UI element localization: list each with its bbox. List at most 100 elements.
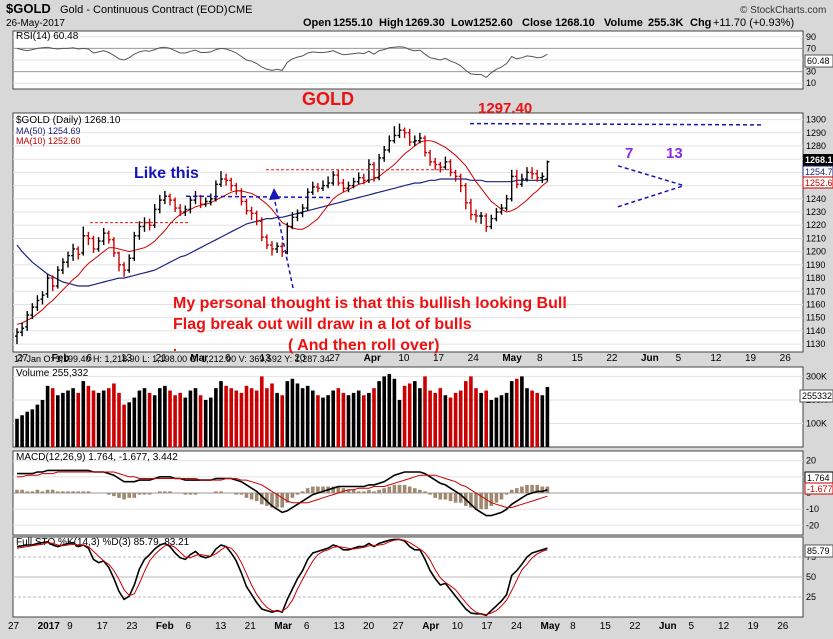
price-bar (290, 212, 295, 230)
macd-tick-label: 20 (806, 456, 816, 466)
volume-bar (387, 374, 392, 447)
x-tick-bottom: Jun (659, 621, 677, 632)
pointer-arrowhead (269, 188, 280, 200)
macd-histogram-bar (392, 484, 397, 493)
volume-bar (474, 388, 478, 447)
volume-bar (540, 395, 545, 447)
macd-badge: 1.764 (804, 471, 833, 484)
volume-bar (316, 395, 320, 447)
volume-bar (249, 388, 254, 447)
x-tick-price: 24 (468, 353, 480, 364)
price-bar (178, 204, 183, 216)
macd-histogram-bar (254, 493, 259, 502)
price-bar (40, 291, 45, 305)
volume-bar (525, 388, 529, 447)
macd-histogram-bar (530, 484, 534, 493)
volume-bar (428, 390, 432, 447)
volume-bar (382, 376, 386, 447)
macd-histogram-bar (132, 493, 137, 498)
volume-bar (489, 399, 494, 447)
volume-bar (193, 388, 198, 447)
macd-histogram-bar (540, 486, 545, 493)
macd-histogram-bar (484, 493, 488, 510)
price-bar (15, 328, 19, 345)
x-tick-bottom: 9 (67, 621, 73, 632)
volume-label: Volume (604, 17, 643, 29)
volume-bar (275, 392, 279, 447)
price-bar (438, 161, 443, 173)
price-tick-label: 1170 (806, 286, 825, 296)
price-bar (203, 197, 208, 207)
volume-bar (443, 395, 448, 447)
macd-histogram-bar (15, 489, 19, 493)
x-tick-price: 27 (329, 353, 341, 364)
high-value: 1269.30 (405, 17, 445, 29)
price-label: $GOLD (Daily) 1268.10 (16, 115, 121, 126)
macd-histogram-bar (433, 493, 437, 498)
x-tick-bottom: Apr (422, 621, 439, 632)
volume-bar (188, 390, 193, 447)
price-tick-label: 1160 (806, 299, 825, 309)
price-bar (310, 181, 315, 195)
flag-line (185, 195, 333, 199)
x-tick-bottom: 17 (97, 621, 109, 632)
x-tick-bottom: 13 (333, 621, 345, 632)
macd-histogram-bar (397, 484, 402, 493)
sto-k-line (16, 538, 548, 617)
volume-bar (407, 383, 412, 447)
macd-histogram-bar (25, 491, 29, 493)
x-tick-bottom: 5 (688, 621, 694, 632)
svg-text:-1.677: -1.677 (807, 484, 833, 494)
volume-bar (20, 415, 24, 447)
price-tick-label: 1300 (806, 115, 826, 125)
price-bar (132, 231, 137, 261)
price-bar (122, 262, 127, 277)
macd-histogram-bar (290, 493, 295, 498)
x-tick-price: Jun (641, 353, 659, 364)
price-bar (377, 153, 382, 181)
volume-bar (433, 392, 437, 447)
macd-histogram-bar (168, 491, 172, 493)
price-bar (300, 204, 305, 218)
price-bar (372, 161, 376, 182)
price-bar (224, 173, 229, 186)
x-tick-bottom: 24 (511, 621, 523, 632)
volume-bar (101, 390, 106, 447)
macd-histogram-bar (423, 491, 427, 493)
macd-histogram-bar (351, 489, 356, 493)
volume-bar (280, 395, 284, 447)
price-bar (494, 208, 499, 222)
macd-histogram-bar (71, 491, 75, 493)
x-tick-price: 5 (676, 353, 682, 364)
macd-histogram-bar (499, 493, 504, 500)
volume-bar (499, 395, 504, 447)
price-bar (101, 227, 106, 246)
x-tick-price: 6 (86, 353, 92, 364)
macd-label: MACD(12,26,9) 1.764, -1.677, 3.442 (16, 452, 178, 463)
price-bar (428, 149, 433, 166)
close-label: Close (522, 17, 552, 29)
x-tick-bottom: Mar (274, 621, 292, 632)
price-bar (407, 128, 412, 147)
macd-histogram-bar (305, 488, 310, 493)
price-bar (111, 237, 116, 257)
volume-bar (40, 399, 45, 447)
price-bar (402, 127, 407, 139)
macd-histogram-bar (331, 486, 335, 493)
price-bar (336, 169, 341, 186)
volume-bar (520, 376, 524, 447)
volume-bar (178, 392, 182, 447)
macd-histogram-bar (336, 486, 341, 493)
macd-histogram-bar (356, 491, 361, 493)
macd-histogram-bar (428, 493, 432, 495)
rsi-tick-label: 30 (806, 67, 816, 77)
price-bar (530, 167, 535, 180)
price-bar (387, 135, 392, 153)
macd-histogram-bar (239, 493, 244, 495)
price-bar (259, 217, 264, 242)
volume-bar (509, 381, 514, 447)
macd-histogram-bar (66, 491, 70, 493)
price-bar (239, 188, 244, 206)
volume-bar (81, 381, 86, 447)
pennant-upper (617, 165, 685, 187)
